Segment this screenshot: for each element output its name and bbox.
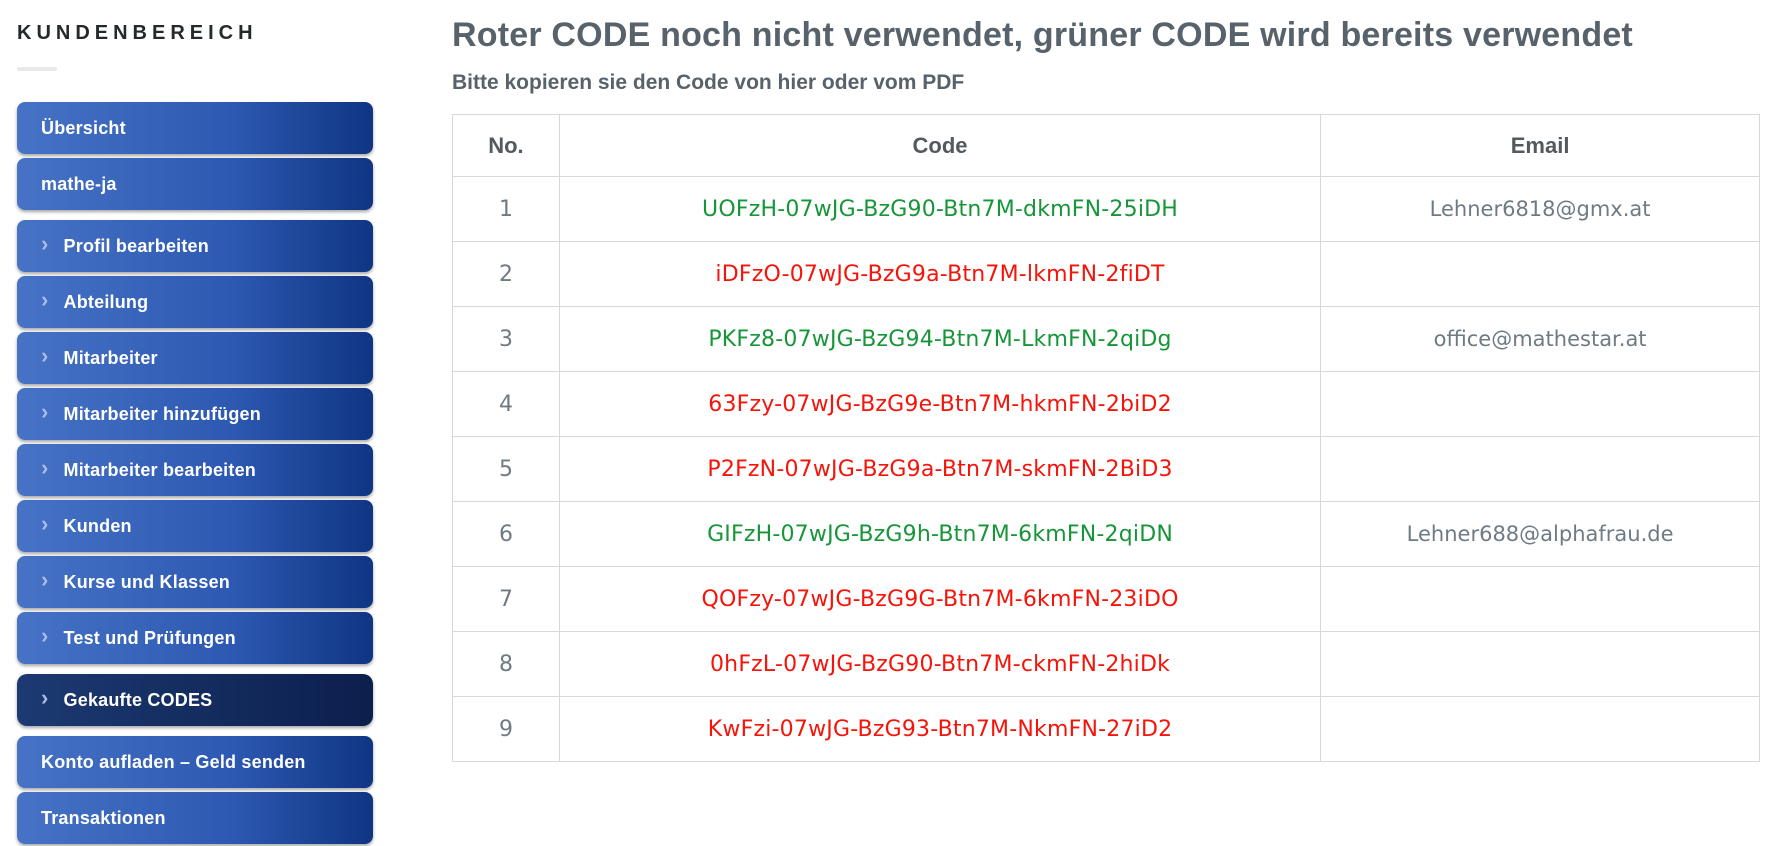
email-value <box>1320 566 1760 632</box>
chevron-right-icon: › <box>41 511 49 536</box>
sidebar-item-label: Übersicht <box>41 117 126 138</box>
email-value <box>1320 436 1760 502</box>
chevron-right-icon: › <box>41 287 49 312</box>
code-value[interactable]: 63Fzy-07wJG-BzG9e-Btn7M-hkmFN-2biD2 <box>558 371 1322 437</box>
main-content: Roter CODE noch nicht verwendet, grüner … <box>452 0 1760 762</box>
page-title: Roter CODE noch nicht verwendet, grüner … <box>452 16 1633 54</box>
chevron-right-icon: › <box>41 455 49 480</box>
code-value[interactable]: 0hFzL-07wJG-BzG90-Btn7M-ckmFN-2hiDk <box>558 631 1322 697</box>
email-value <box>1320 371 1760 437</box>
sidebar-item-label: Test und Prüfungen <box>63 627 236 648</box>
row-number: 1 <box>452 176 560 242</box>
column-header-email: Email <box>1320 114 1760 177</box>
sidebar-item-label: Transaktionen <box>41 807 166 828</box>
row-number: 5 <box>452 436 560 502</box>
code-value[interactable]: QOFzy-07wJG-BzG9G-Btn7M-6kmFN-23iDO <box>558 566 1322 632</box>
table-row: 6 GIFzH-07wJG-BzG9h-Btn7M-6kmFN-2qiDN Lehn… <box>452 501 1760 567</box>
row-number: 7 <box>452 566 560 632</box>
sidebar-nav: Übersicht mathe-ja › Profil bearbeiten › Abte… <box>17 102 373 846</box>
sidebar-item-konto-aufladen-geld-senden[interactable]: Konto aufladen – Geld senden <box>17 736 373 788</box>
email-value <box>1320 631 1760 697</box>
code-value[interactable]: UOFzH-07wJG-BzG90-Btn7M-dkmFN-25iDH <box>558 176 1322 242</box>
row-number: 8 <box>452 631 560 697</box>
sidebar-item-abteilung[interactable]: › Abteilung <box>17 276 373 328</box>
sidebar-item-label: Mitarbeiter <box>63 347 158 368</box>
table-row: 9 KwFzi-07wJG-BzG93-Btn7M-NkmFN-27iD2 <box>452 696 1760 762</box>
code-value[interactable]: GIFzH-07wJG-BzG9h-Btn7M-6kmFN-2qiDN <box>558 501 1322 567</box>
table-row: 8 0hFzL-07wJG-BzG90-Btn7M-ckmFN-2hiDk <box>452 631 1760 697</box>
table-row: 7 QOFzy-07wJG-BzG9G-Btn7M-6kmFN-23iDO <box>452 566 1760 632</box>
column-header-no: No. <box>452 114 560 177</box>
column-header-code: Code <box>558 114 1322 177</box>
email-value: Lehner6818@gmx.at <box>1320 176 1760 242</box>
chevron-right-icon: › <box>41 567 49 592</box>
table-row: 1 UOFzH-07wJG-BzG90-Btn7M-dkmFN-25iDH Lehn… <box>452 176 1760 242</box>
sidebar-item-label: Profil bearbeiten <box>63 235 209 256</box>
sidebar-item-kunden[interactable]: › Kunden <box>17 500 373 552</box>
table-row: 4 63Fzy-07wJG-BzG9e-Btn7M-hkmFN-2biD2 <box>452 371 1760 437</box>
email-value <box>1320 696 1760 762</box>
codes-table: No. Code Email 1 UOFzH-07wJG-BzG90-Btn7M-… <box>452 114 1760 762</box>
email-value <box>1320 241 1760 307</box>
sidebar-item-mitarbeiter[interactable]: › Mitarbeiter <box>17 332 373 384</box>
chevron-right-icon: › <box>41 623 49 648</box>
page-subtitle: Bitte kopieren sie den Code von hier ode… <box>452 71 965 94</box>
table-row: 5 P2FzN-07wJG-BzG9a-Btn7M-skmFN-2BiD3 <box>452 436 1760 502</box>
sidebar-item-test-und-pr-fungen[interactable]: › Test und Prüfungen <box>17 612 373 664</box>
table-row: 3 PKFz8-07wJG-BzG94-Btn7M-LkmFN-2qiDg offi… <box>452 306 1760 372</box>
sidebar-item-label: Kunden <box>63 515 132 536</box>
table-header-row: No. Code Email <box>452 114 1760 177</box>
sidebar-item-label: Gekaufte CODES <box>63 689 213 710</box>
row-number: 2 <box>452 241 560 307</box>
sidebar: KUNDENBEREICH Übersicht mathe-ja › Profil b… <box>17 0 373 846</box>
code-value[interactable]: PKFz8-07wJG-BzG94-Btn7M-LkmFN-2qiDg <box>558 306 1322 372</box>
row-number: 9 <box>452 696 560 762</box>
code-value[interactable]: P2FzN-07wJG-BzG9a-Btn7M-skmFN-2BiD3 <box>558 436 1322 502</box>
sidebar-item-mitarbeiter-bearbeiten[interactable]: › Mitarbeiter bearbeiten <box>17 444 373 496</box>
sidebar-item-kurse-und-klassen[interactable]: › Kurse und Klassen <box>17 556 373 608</box>
brand-divider <box>17 67 57 71</box>
sidebar-item-bersicht[interactable]: Übersicht <box>17 102 373 154</box>
code-value[interactable]: KwFzi-07wJG-BzG93-Btn7M-NkmFN-27iD2 <box>558 696 1322 762</box>
sidebar-item-label: Abteilung <box>63 291 149 312</box>
chevron-right-icon: › <box>41 399 49 424</box>
chevron-right-icon: › <box>41 685 49 710</box>
email-value: Lehner688@alphafrau.de <box>1320 501 1760 567</box>
sidebar-item-profil-bearbeiten[interactable]: › Profil bearbeiten <box>17 220 373 272</box>
table-row: 2 iDFzO-07wJG-BzG9a-Btn7M-lkmFN-2fiDT <box>452 241 1760 307</box>
brand-title: KUNDENBEREICH <box>17 22 258 44</box>
sidebar-item-transaktionen[interactable]: Transaktionen <box>17 792 373 844</box>
email-value: office@mathestar.at <box>1320 306 1760 372</box>
sidebar-item-label: Mitarbeiter bearbeiten <box>63 459 256 480</box>
sidebar-item-mitarbeiter-hinzuf-gen[interactable]: › Mitarbeiter hinzufügen <box>17 388 373 440</box>
code-value[interactable]: iDFzO-07wJG-BzG9a-Btn7M-lkmFN-2fiDT <box>558 241 1322 307</box>
row-number: 6 <box>452 501 560 567</box>
sidebar-item-gekaufte-codes[interactable]: › Gekaufte CODES <box>17 674 373 726</box>
sidebar-item-mathe-ja[interactable]: mathe-ja <box>17 158 373 210</box>
sidebar-item-label: Kurse und Klassen <box>63 571 230 592</box>
row-number: 3 <box>452 306 560 372</box>
sidebar-item-label: mathe-ja <box>41 173 117 194</box>
sidebar-item-label: Konto aufladen – Geld senden <box>41 751 306 772</box>
chevron-right-icon: › <box>41 231 49 256</box>
sidebar-item-label: Mitarbeiter hinzufügen <box>63 403 261 424</box>
chevron-right-icon: › <box>41 343 49 368</box>
row-number: 4 <box>452 371 560 437</box>
